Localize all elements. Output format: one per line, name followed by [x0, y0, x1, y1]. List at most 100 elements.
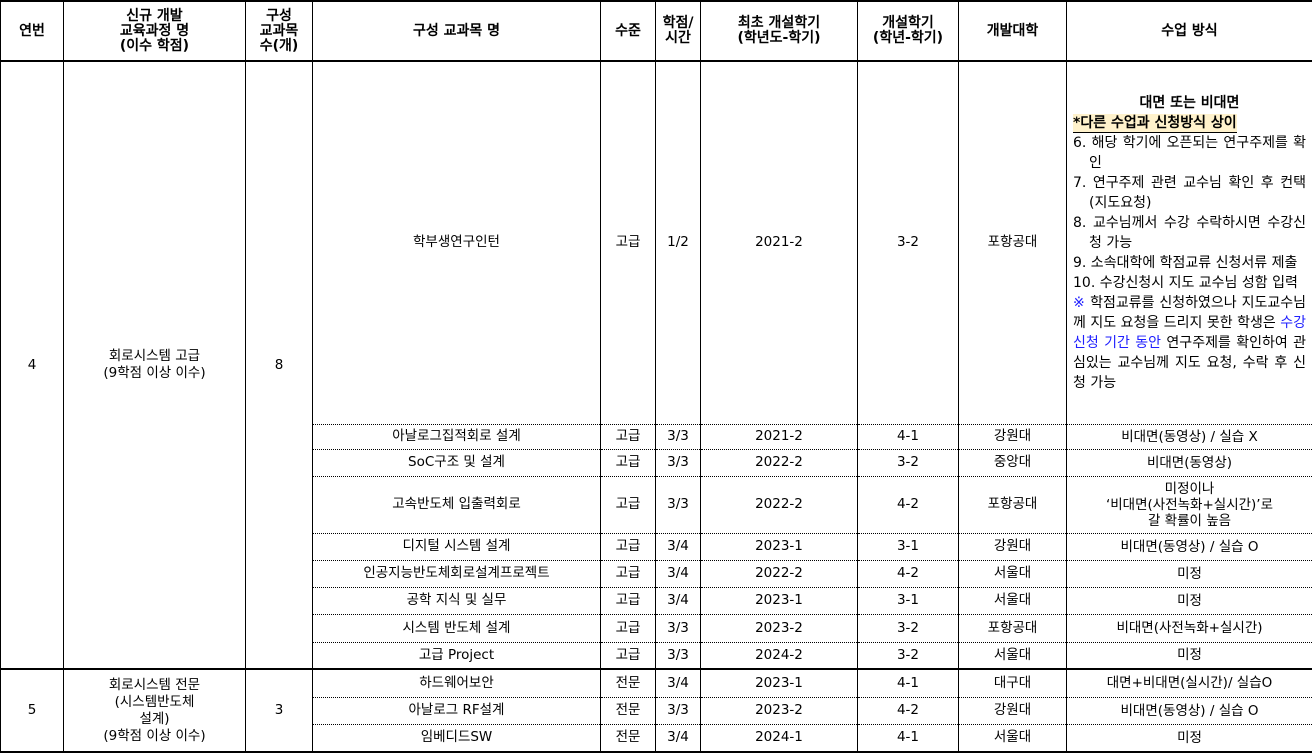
header-first-term: 최초 개설학기 (학년도-학기) [700, 0, 858, 62]
header-course-name: 구성 교과목 명 [312, 0, 601, 62]
table-row: 5 회로시스템 전문 (시스템반도체 설계) (9학점 이상 이수) 3 하드웨어보안… [0, 668, 1312, 753]
course-name: 학부생연구인턴 [312, 60, 601, 425]
course-level: 고급 [600, 559, 656, 588]
developing-univ: 포항공대 [958, 475, 1067, 534]
course-credit: 3/4 [655, 559, 701, 588]
first-term: 2024-2 [700, 641, 858, 670]
course-credit: 3/4 [655, 723, 701, 753]
method-step: 8. 교수님께서 수강 수락하시면 수강신청 가능 [1073, 214, 1306, 251]
course-credit: 3/4 [655, 532, 701, 561]
first-term: 2023-1 [700, 532, 858, 561]
class-method: 비대면(동영상) / 실습 O [1066, 696, 1312, 725]
course-credit: 1/2 [655, 60, 701, 425]
course-level: 전문 [600, 696, 656, 725]
course-level: 전문 [600, 668, 656, 698]
first-term: 2022-2 [700, 448, 858, 477]
method-remark: ※ 학점교류를 신청하였으나 지도교수님께 지도 요청을 드리지 못한 학생은 … [1073, 293, 1306, 393]
developing-univ: 강원대 [958, 532, 1067, 561]
header-level: 수준 [600, 0, 656, 62]
course-name: 아날로그 RF설계 [312, 696, 601, 725]
program-name: 회로시스템 고급 (9학점 이상 이수) [63, 60, 246, 670]
class-method: 비대면(동영상) / 실습 O [1066, 532, 1312, 561]
course-credit: 3/3 [655, 475, 701, 534]
table-row: 시스템 반도체 설계 고급 3/3 2023-2 3-2 포항공대 비대면(사전녹화+실시간… [1, 613, 1312, 643]
class-method: 대면+비대면(실시간)/ 실습O [1066, 668, 1312, 698]
method-step: 10. 수강신청시 지도 교수님 성함 입력 [1073, 274, 1298, 291]
group-number: 5 [0, 668, 64, 753]
first-term: 2023-1 [700, 668, 858, 698]
developing-univ: 강원대 [958, 696, 1067, 725]
course-name: 고속반도체 입출력회로 [312, 475, 601, 534]
header-program: 신규 개발 교육과정 명 (이수 학점) [63, 0, 246, 62]
offered-term: 3-1 [857, 586, 959, 615]
course-credit: 3/3 [655, 613, 701, 643]
method-step: 7. 연구주제 관련 교수님 확인 후 컨택(지도요청) [1073, 174, 1306, 211]
method-note: *다른 수업과 신청방식 상이 [1073, 113, 1237, 133]
developing-univ: 서울대 [958, 586, 1067, 615]
header-term: 개설학기 (학년-학기) [857, 0, 959, 62]
class-method: 비대면(사전녹화+실시간) [1066, 613, 1312, 643]
class-method: 비대면(동영상) / 실습 X [1066, 423, 1312, 450]
developing-univ: 강원대 [958, 423, 1067, 450]
offered-term: 4-2 [857, 475, 959, 534]
first-term: 2024-1 [700, 723, 858, 753]
class-method: 미정이나 ‘비대면(사전녹화+실시간)’로 갈 확률이 높음 [1066, 475, 1312, 534]
first-term: 2021-2 [700, 423, 858, 450]
table-row: 임베디드SW 전문 3/4 2024-1 4-1 서울대 미정 [1, 723, 1312, 753]
method-step: 6. 해당 학기에 오픈되는 연구주제를 확인 [1073, 134, 1306, 171]
remark-text: 학점교류를 신청하였으나 지도교수님께 지도 요청을 드리지 못한 학생은 [1073, 294, 1306, 331]
first-term: 2022-2 [700, 475, 858, 534]
course-count: 3 [245, 668, 313, 753]
first-term: 2021-2 [700, 60, 858, 425]
class-method: 미정 [1066, 586, 1312, 615]
reference-mark-icon: ※ [1073, 294, 1086, 311]
first-term: 2023-1 [700, 586, 858, 615]
developing-univ: 서울대 [958, 559, 1067, 588]
course-level: 고급 [600, 448, 656, 477]
course-name: 하드웨어보안 [312, 668, 601, 698]
group-number: 4 [0, 60, 64, 670]
course-name: SoC구조 및 설계 [312, 448, 601, 477]
class-method: 미정 [1066, 559, 1312, 588]
course-credit: 3/3 [655, 448, 701, 477]
header-method: 수업 방식 [1066, 0, 1312, 62]
header-no: 연번 [0, 0, 64, 62]
offered-term: 3-2 [857, 60, 959, 425]
course-name: 아날로그집적회로 설계 [312, 423, 601, 450]
first-term: 2022-2 [700, 559, 858, 588]
developing-univ: 대구대 [958, 668, 1067, 698]
offered-term: 3-2 [857, 641, 959, 670]
course-name: 디지털 시스템 설계 [312, 532, 601, 561]
offered-term: 3-2 [857, 448, 959, 477]
course-level: 고급 [600, 613, 656, 643]
offered-term: 4-2 [857, 559, 959, 588]
course-level: 고급 [600, 475, 656, 534]
course-level: 고급 [600, 641, 656, 670]
first-term: 2023-2 [700, 696, 858, 725]
remark-highlight: 수강신청 기간 동안 [1073, 314, 1306, 351]
header-count: 구성 교과목 수(개) [245, 0, 313, 62]
offered-term: 3-2 [857, 613, 959, 643]
course-level: 고급 [600, 586, 656, 615]
course-name: 인공지능반도체회로설계프로젝트 [312, 559, 601, 588]
header-univ: 개발대학 [958, 0, 1067, 62]
course-credit: 3/3 [655, 423, 701, 450]
course-level: 고급 [600, 532, 656, 561]
developing-univ: 중앙대 [958, 448, 1067, 477]
offered-term: 4-1 [857, 423, 959, 450]
remark-text: 연구주제를 확인하여 관심있는 교수님께 지도 요청, 수락 후 신청 가능 [1073, 334, 1306, 391]
table-row: 고급 Project 고급 3/3 2024-2 3-2 서울대 미정 [1, 641, 1312, 670]
method-title: 대면 또는 비대면 [1139, 94, 1240, 111]
course-name: 공학 지식 및 실무 [312, 586, 601, 615]
course-name: 시스템 반도체 설계 [312, 613, 601, 643]
method-step: 9. 소속대학에 학점교류 신청서류 제출 [1073, 254, 1298, 271]
table-row: 아날로그집적회로 설계 고급 3/3 2021-2 4-1 강원대 비대면(동영상) / 실… [1, 423, 1312, 450]
first-term: 2023-2 [700, 613, 858, 643]
intern-method-box: 대면 또는 비대면 *다른 수업과 신청방식 상이 6. 해당 학기에 오픈되는… [1069, 93, 1310, 393]
header-credit: 학점/ 시간 [655, 0, 701, 62]
table-row: 디지털 시스템 설계 고급 3/4 2023-1 3-1 강원대 비대면(동영상) / 실습… [1, 532, 1312, 561]
offered-term: 4-1 [857, 668, 959, 698]
table-row: 공학 지식 및 실무 고급 3/4 2023-1 3-1 서울대 미정 [1, 586, 1312, 615]
developing-univ: 서울대 [958, 641, 1067, 670]
